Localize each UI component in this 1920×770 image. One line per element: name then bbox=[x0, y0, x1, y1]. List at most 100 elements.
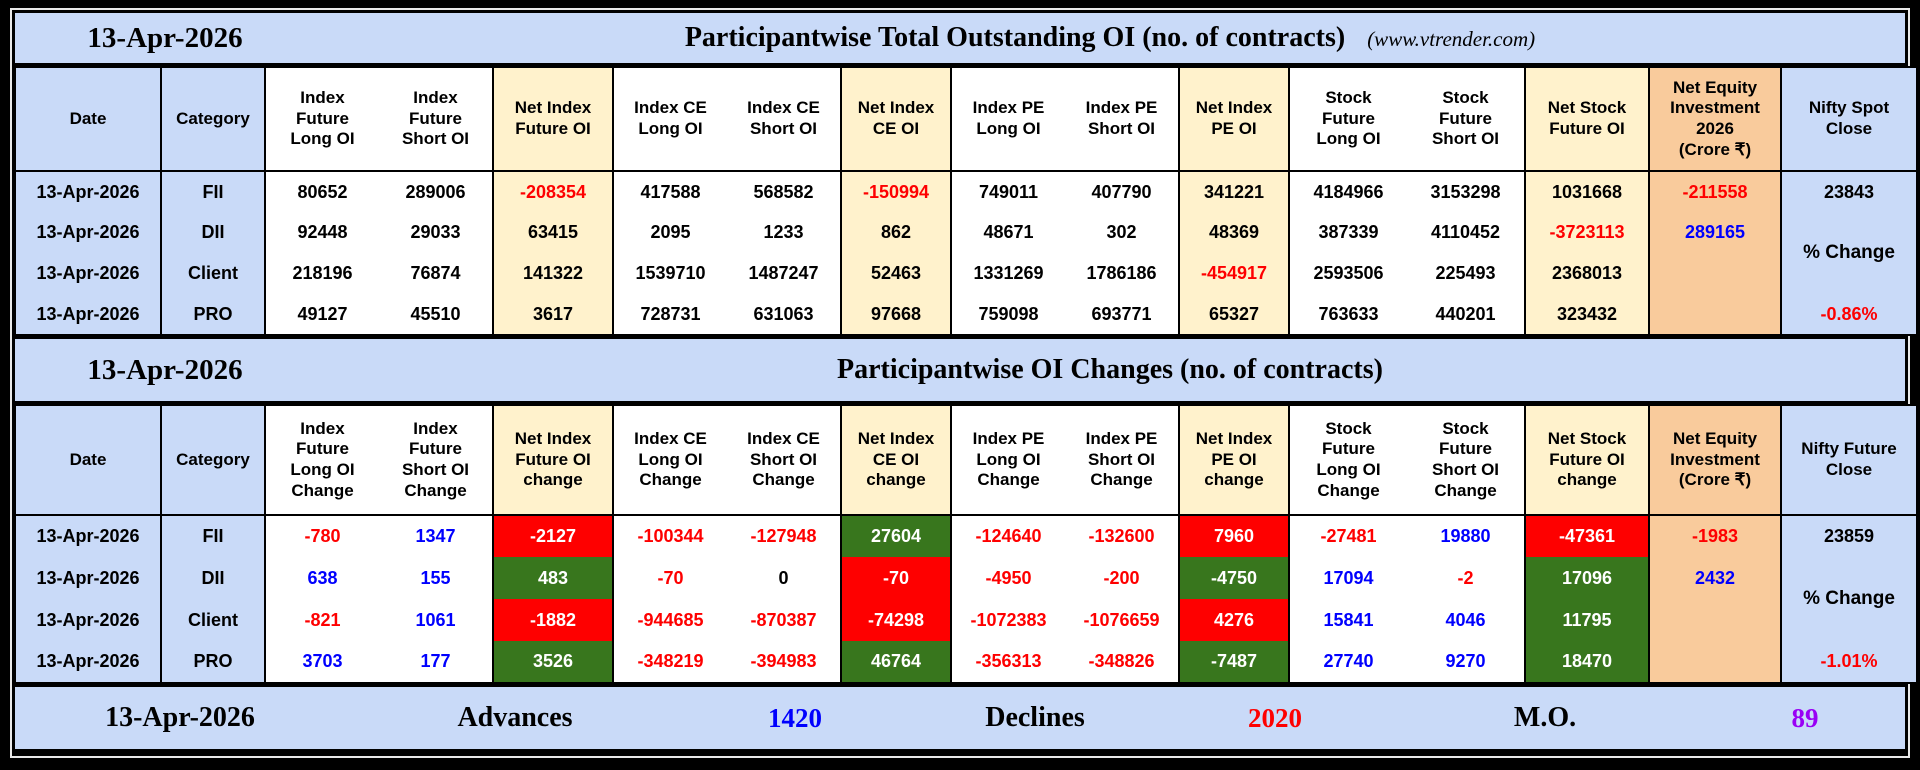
table-cell: 289006 bbox=[379, 171, 494, 212]
table-cell: 7960 bbox=[1178, 515, 1290, 557]
table-cell: PRO bbox=[160, 294, 266, 335]
table-cell: 3526 bbox=[492, 641, 614, 683]
table-cell: % Change bbox=[1780, 212, 1918, 294]
table-cell: 225493 bbox=[1407, 253, 1526, 294]
column-header: Date bbox=[14, 405, 162, 516]
table-cell: 9270 bbox=[1407, 641, 1526, 683]
table-cell: 4276 bbox=[1178, 599, 1290, 641]
table-cell: 141322 bbox=[492, 253, 614, 294]
table-cell: 11795 bbox=[1524, 599, 1650, 641]
report-canvas: 13-Apr-2026 Participantwise Total Outsta… bbox=[10, 8, 1918, 758]
table-cell: 1786186 bbox=[1065, 253, 1180, 294]
table-cell: -208354 bbox=[492, 171, 614, 212]
column-header: Net Stock Future OI bbox=[1524, 67, 1650, 172]
table-cell: PRO bbox=[160, 641, 266, 683]
table-cell: 45510 bbox=[379, 294, 494, 335]
table-row: 13-Apr-2026 FII 80652 289006 -208354 417588 56… bbox=[14, 171, 1918, 212]
table-cell: 4110452 bbox=[1407, 212, 1526, 253]
table-cell: 3153298 bbox=[1407, 171, 1526, 212]
column-header: Index CE Short OI Change bbox=[727, 405, 842, 516]
table-cell bbox=[1648, 253, 1782, 294]
mo-value: 89 bbox=[1791, 702, 1819, 733]
table-cell: 17096 bbox=[1524, 557, 1650, 599]
column-header: Net Index Future OI change bbox=[492, 405, 614, 516]
column-header: Index Future Short OI bbox=[379, 67, 494, 172]
column-header: Net Stock Future OI change bbox=[1524, 405, 1650, 516]
table-cell: -132600 bbox=[1065, 515, 1180, 557]
outstanding-oi-table: Date Category Index Future Long OI Index Fu… bbox=[14, 66, 1918, 336]
column-header: Index CE Short OI bbox=[727, 67, 842, 172]
table-cell: 302 bbox=[1065, 212, 1180, 253]
table-cell bbox=[1648, 599, 1782, 641]
outstanding-oi-title: Participantwise Total Outstanding OI (no… bbox=[315, 22, 1905, 54]
table-cell: 218196 bbox=[264, 253, 379, 294]
column-header: Stock Future Long OI bbox=[1288, 67, 1407, 172]
table-cell: 49127 bbox=[264, 294, 379, 335]
table-cell: 407790 bbox=[1065, 171, 1180, 212]
table-cell: -100344 bbox=[612, 515, 727, 557]
table-cell: -200 bbox=[1065, 557, 1180, 599]
table-cell: % Change bbox=[1780, 557, 1918, 641]
column-header: Date bbox=[14, 67, 162, 172]
mo-label: M.O. bbox=[1513, 702, 1577, 733]
column-header: Index PE Short OI Change bbox=[1065, 405, 1180, 516]
table-cell: -870387 bbox=[727, 599, 842, 641]
table-cell: -1.01% bbox=[1780, 641, 1918, 683]
table-cell: Client bbox=[160, 599, 266, 641]
table-cell: 1331269 bbox=[950, 253, 1065, 294]
table-cell: DII bbox=[160, 212, 266, 253]
table-cell: -348826 bbox=[1065, 641, 1180, 683]
column-header: Nifty Future Close bbox=[1780, 405, 1918, 516]
table-cell: 4046 bbox=[1407, 599, 1526, 641]
table-cell: 27604 bbox=[840, 515, 952, 557]
table-row: 13-Apr-2026 Client -821 1061 -1882 -944685 -87… bbox=[14, 599, 1917, 641]
table-cell: -348219 bbox=[612, 641, 727, 683]
table-cell: 46764 bbox=[840, 641, 952, 683]
table-cell: 2095 bbox=[612, 212, 727, 253]
table-cell: 631063 bbox=[727, 294, 842, 335]
column-header: Net Equity Investment 2026 (Crore ₹) bbox=[1648, 67, 1782, 172]
table-cell: 693771 bbox=[1065, 294, 1180, 335]
table-cell: 341221 bbox=[1178, 171, 1290, 212]
table-cell: 1061 bbox=[379, 599, 494, 641]
advances-value: 1420 bbox=[768, 702, 822, 733]
table-cell: 387339 bbox=[1288, 212, 1407, 253]
table-cell: 323432 bbox=[1524, 294, 1650, 335]
column-header: Stock Future Short OI bbox=[1407, 67, 1526, 172]
table-cell: 13-Apr-2026 bbox=[14, 171, 162, 212]
table-cell: 27740 bbox=[1288, 641, 1407, 683]
column-header: Net Index PE OI bbox=[1178, 67, 1290, 172]
table-cell: 48671 bbox=[950, 212, 1065, 253]
table-cell: 65327 bbox=[1178, 294, 1290, 335]
table-cell: FII bbox=[160, 171, 266, 212]
oi-changes-table: Date Category Index Future Long OI Change I… bbox=[14, 404, 1918, 684]
table-cell: 0 bbox=[727, 557, 842, 599]
table-cell: 1233 bbox=[727, 212, 842, 253]
table-cell: -944685 bbox=[612, 599, 727, 641]
table-cell: 52463 bbox=[840, 253, 952, 294]
table-cell: 3703 bbox=[264, 641, 379, 683]
table-cell: 13-Apr-2026 bbox=[14, 557, 162, 599]
table-cell: 1347 bbox=[379, 515, 494, 557]
table-cell: 1031668 bbox=[1524, 171, 1650, 212]
column-header: Stock Future Short OI Change bbox=[1407, 405, 1526, 516]
table-cell: 13-Apr-2026 bbox=[14, 253, 162, 294]
column-header: Index CE Long OI bbox=[612, 67, 727, 172]
table-cell: -27481 bbox=[1288, 515, 1407, 557]
declines-value: 2020 bbox=[1248, 702, 1302, 733]
table-cell: -1072383 bbox=[950, 599, 1065, 641]
column-header: Net Equity Investment (Crore ₹) bbox=[1648, 405, 1782, 516]
table-cell: 177 bbox=[379, 641, 494, 683]
column-header: Index CE Long OI Change bbox=[612, 405, 727, 516]
column-header: Net Index Future OI bbox=[492, 67, 614, 172]
column-header: Index PE Long OI bbox=[950, 67, 1065, 172]
table-row: 13-Apr-2026 PRO 3703 177 3526 -348219 -394983 4… bbox=[14, 641, 1918, 683]
table-cell: 4184966 bbox=[1288, 171, 1407, 212]
table-cell: 19880 bbox=[1407, 515, 1526, 557]
outstanding-oi-title-band: 13-Apr-2026 Participantwise Total Outsta… bbox=[14, 12, 1906, 64]
table-cell: 728731 bbox=[612, 294, 727, 335]
table-cell: 13-Apr-2026 bbox=[14, 515, 162, 557]
vtrender-site-link[interactable]: (www.vtrender.com) bbox=[1367, 27, 1536, 51]
column-header: Category bbox=[160, 405, 266, 516]
